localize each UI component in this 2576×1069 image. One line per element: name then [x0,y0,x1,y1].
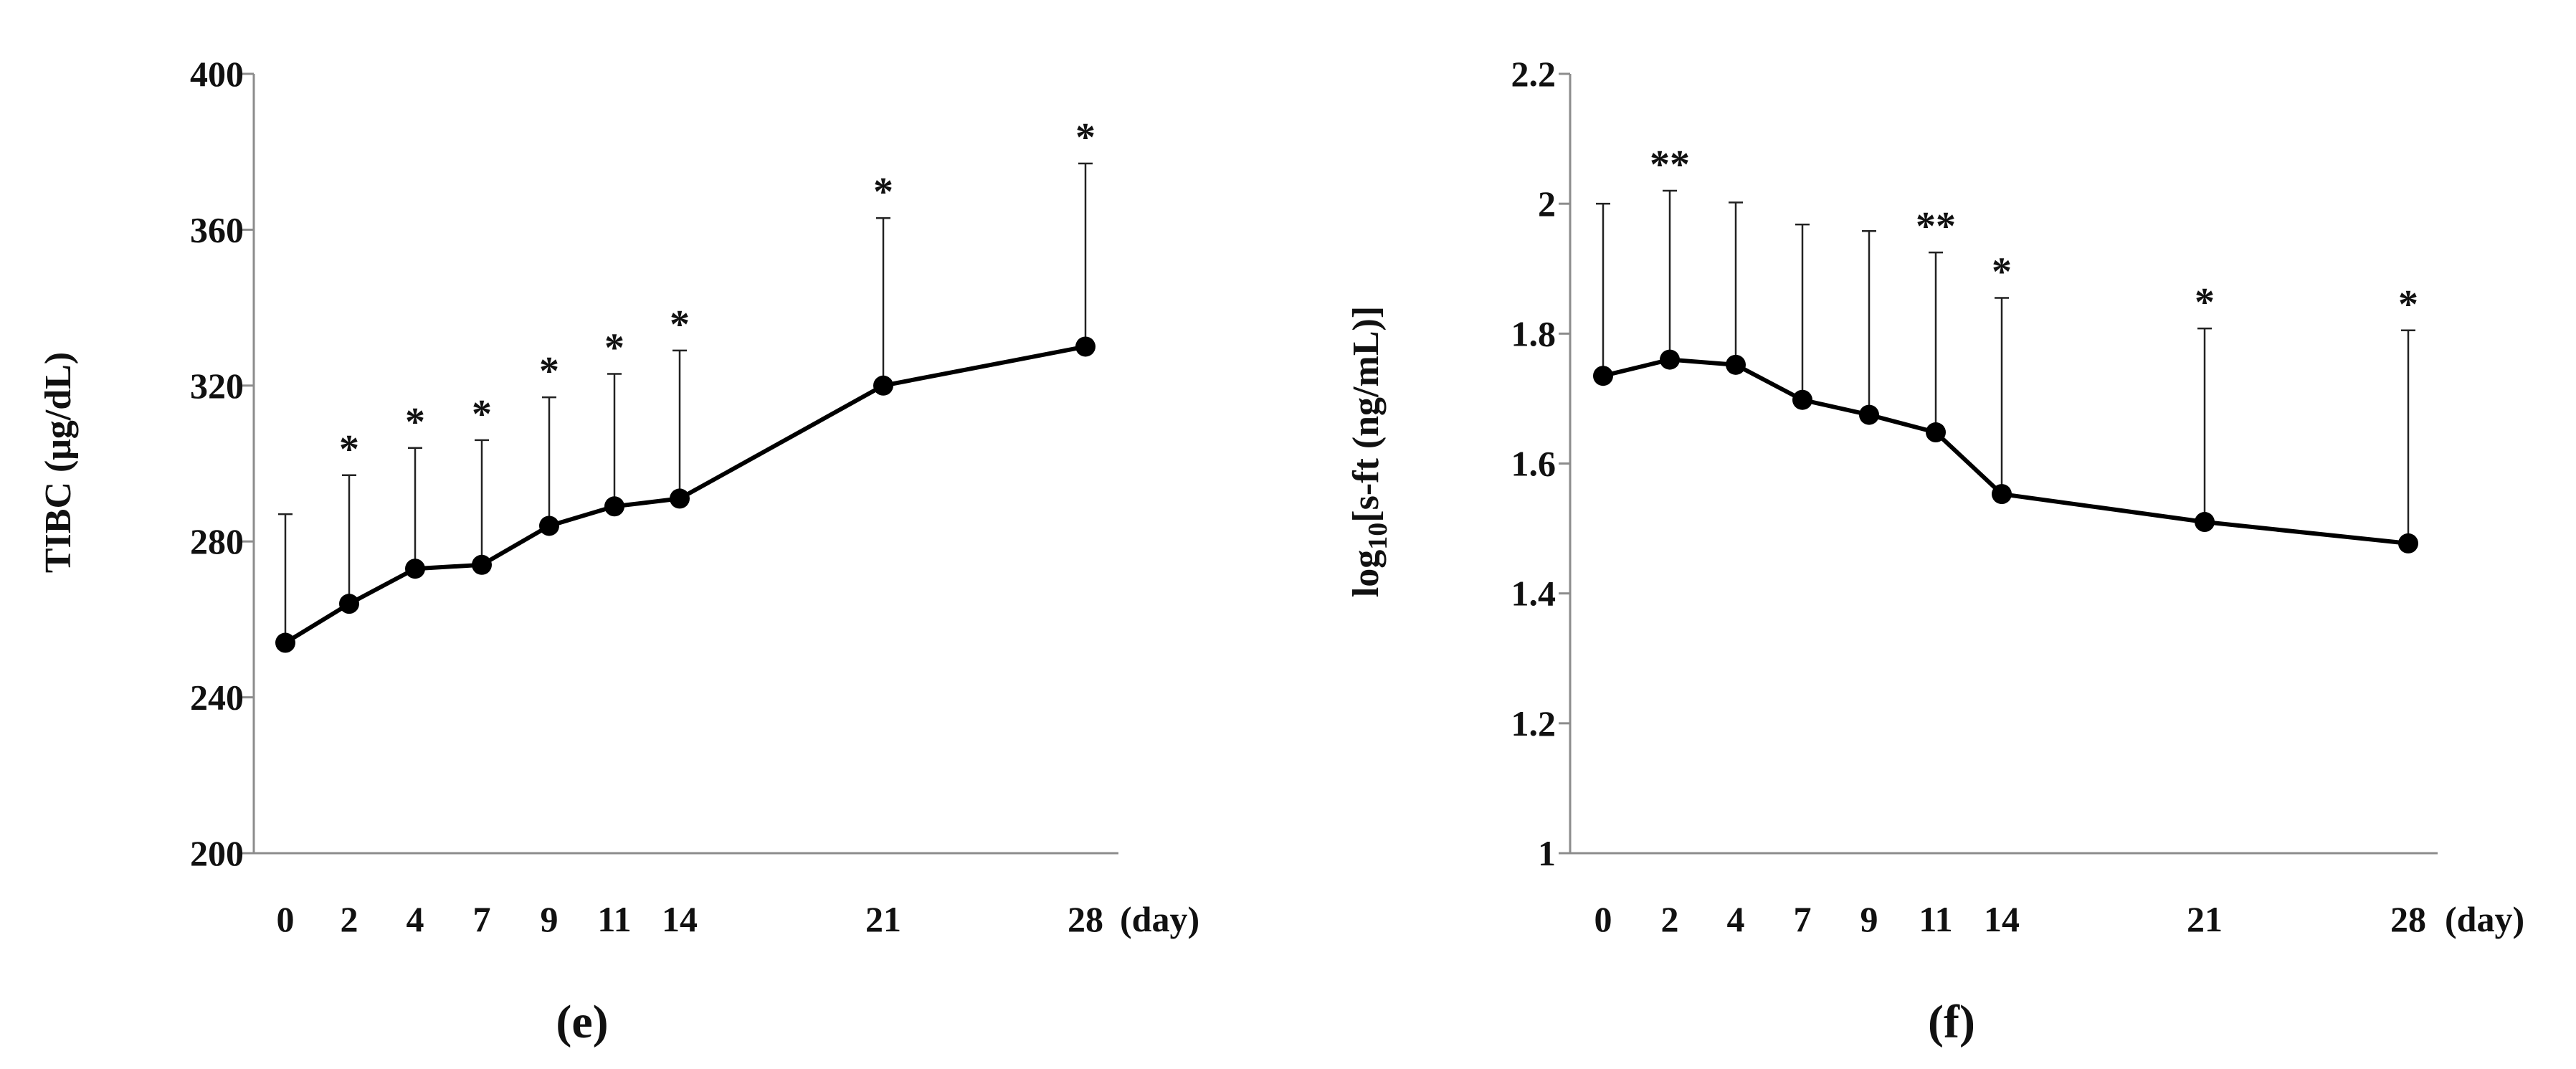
panel-e-label: (e) [556,996,608,1048]
panel-f-data-point [1992,484,2012,505]
panel-f-data-point [1660,349,1680,370]
panel-f-x-tick-label: 0 [1594,899,1612,939]
panel-f-y-tick-label: 2 [1538,184,1556,224]
panel-f-significance-mark: ** [1650,143,1690,187]
panel-e-data-point [873,375,893,396]
panel-e-y-axis-title: TIBC (μg/dL) [38,352,79,573]
panel-f-x-tick-label: 28 [2390,899,2426,939]
panel-f-x-tick-label: 4 [1727,899,1745,939]
panel-e-y-tick-label: 240 [190,678,244,718]
panel-e-x-tick-label: 28 [1068,899,1103,939]
panel-f-data-point [1726,354,1746,375]
panel-e-x-tick-label: 9 [541,899,559,939]
panel-f-y-tick-label: 2.2 [1511,54,1556,94]
panel-f-x-tick-label: 2 [1661,899,1679,939]
panel-f-x-tick-label: 14 [1984,899,2020,939]
panel-f-x-unit: (day) [2445,899,2524,939]
panel-e-x-tick-label: 14 [662,899,698,939]
panel-f-x-tick-label: 9 [1860,899,1878,939]
panel-f-data-point [2195,512,2215,533]
panel-f-x-tick-label: 11 [1919,899,1952,939]
panel-f-data-point [1593,366,1613,386]
panel-e-significance-mark: * [405,400,425,445]
panel-e-data-point [539,516,559,536]
panel-e-x-tick-label: 0 [277,899,295,939]
panel-e-x-tick-label: 2 [341,899,358,939]
panel-f-series [1593,349,2418,553]
panel-f-x-tick-label: 21 [2187,899,2223,939]
panel-f-y-ticks: 1 1.2 1.4 1.6 1.8 2 2.2 [1511,54,1570,873]
panel-e-data-point [472,554,492,575]
panel-f-y-tick-label: 1.4 [1511,574,1556,614]
panel-f-data-point [2398,533,2418,553]
panel-f-error-bars [1596,189,2415,543]
panel-f-y-axis-title-subscript: 10 [1363,523,1393,550]
panel-e-x-tick-label: 7 [473,899,491,939]
panel-e-series [275,336,1095,653]
panel-e-significance-mark: * [339,427,359,472]
panel-e-significance-mark: * [670,303,690,347]
panel-e-significance-mark: * [604,326,624,370]
panel-e-y-tick-label: 400 [190,54,244,94]
panel-f-y-axis-title-log: log [1346,550,1387,597]
panel-f-y-tick-label: 1 [1538,833,1556,873]
panel-f-significance-mark: * [2195,280,2215,325]
panel-e-x-unit: (day) [1120,899,1199,939]
panel-e-x-tick-label: 11 [597,899,631,939]
panel-f-series-line [1602,357,2409,546]
panel-e-y-ticks: 200 240 280 320 360 400 [190,54,254,873]
panel-e-data-point [405,559,425,579]
panel-f-y-tick-label: 1.2 [1511,703,1556,743]
panel-e-significance-mark: * [472,392,492,437]
panel-e-y-tick-label: 200 [190,833,244,873]
panel-e-data-point [670,488,690,509]
panel-f-significance-mark: * [1992,250,2012,295]
panel-f-data-point [1859,404,1879,425]
panel-e-significance-mark: * [539,349,559,394]
panel-e-significance-mark: * [1075,115,1095,160]
panel-e-y-tick-label: 360 [190,209,244,250]
panel-f-chart: 11.21.41.61.822.2 0 2 4 7 9 11 14 21 28 ****** * … [1346,54,2524,1048]
panel-f-y-axis-title-rest: [s-ft (ng/mL)] [1346,306,1387,523]
panel-e-x-ticks: 0 2 4 7 9 11 14 21 28 [277,899,1104,939]
panel-e-y-tick-label: 280 [190,521,244,561]
panel-e-data-point [275,632,295,653]
panel-f-x-tick-label: 7 [1794,899,1812,939]
panel-f-x-ticks: 0 2 4 7 9 11 14 21 28 [1594,899,2427,939]
panel-f-significance-mark: * [2398,282,2418,327]
panel-f-label: (f) [1928,996,1975,1048]
panel-f-y-tick-label: 1.6 [1511,444,1556,484]
panel-e-data-point [604,496,624,517]
panel-f-y-tick-label: 1.8 [1511,313,1556,353]
panel-e-data-point [339,594,359,614]
panel-e-significance-marks: * * * * * * * * [339,115,1095,472]
panel-e-x-tick-label: 21 [865,899,901,939]
panel-f-y-axis-title: log10[s-ft (ng/mL)] [1346,306,1393,597]
panel-e-error-bars [278,162,1093,643]
panel-f-data-point [1926,422,1946,443]
panel-e-significance-mark: * [873,170,893,214]
panel-f-significance-mark: ** [1916,204,1956,249]
panel-f-significance-marks: ****** * [1650,143,2418,327]
panel-e-y-tick-label: 320 [190,366,244,406]
panel-e-x-tick-label: 4 [407,899,424,939]
panel-f-data-point [1792,389,1812,410]
panel-e-data-point [1075,336,1095,357]
